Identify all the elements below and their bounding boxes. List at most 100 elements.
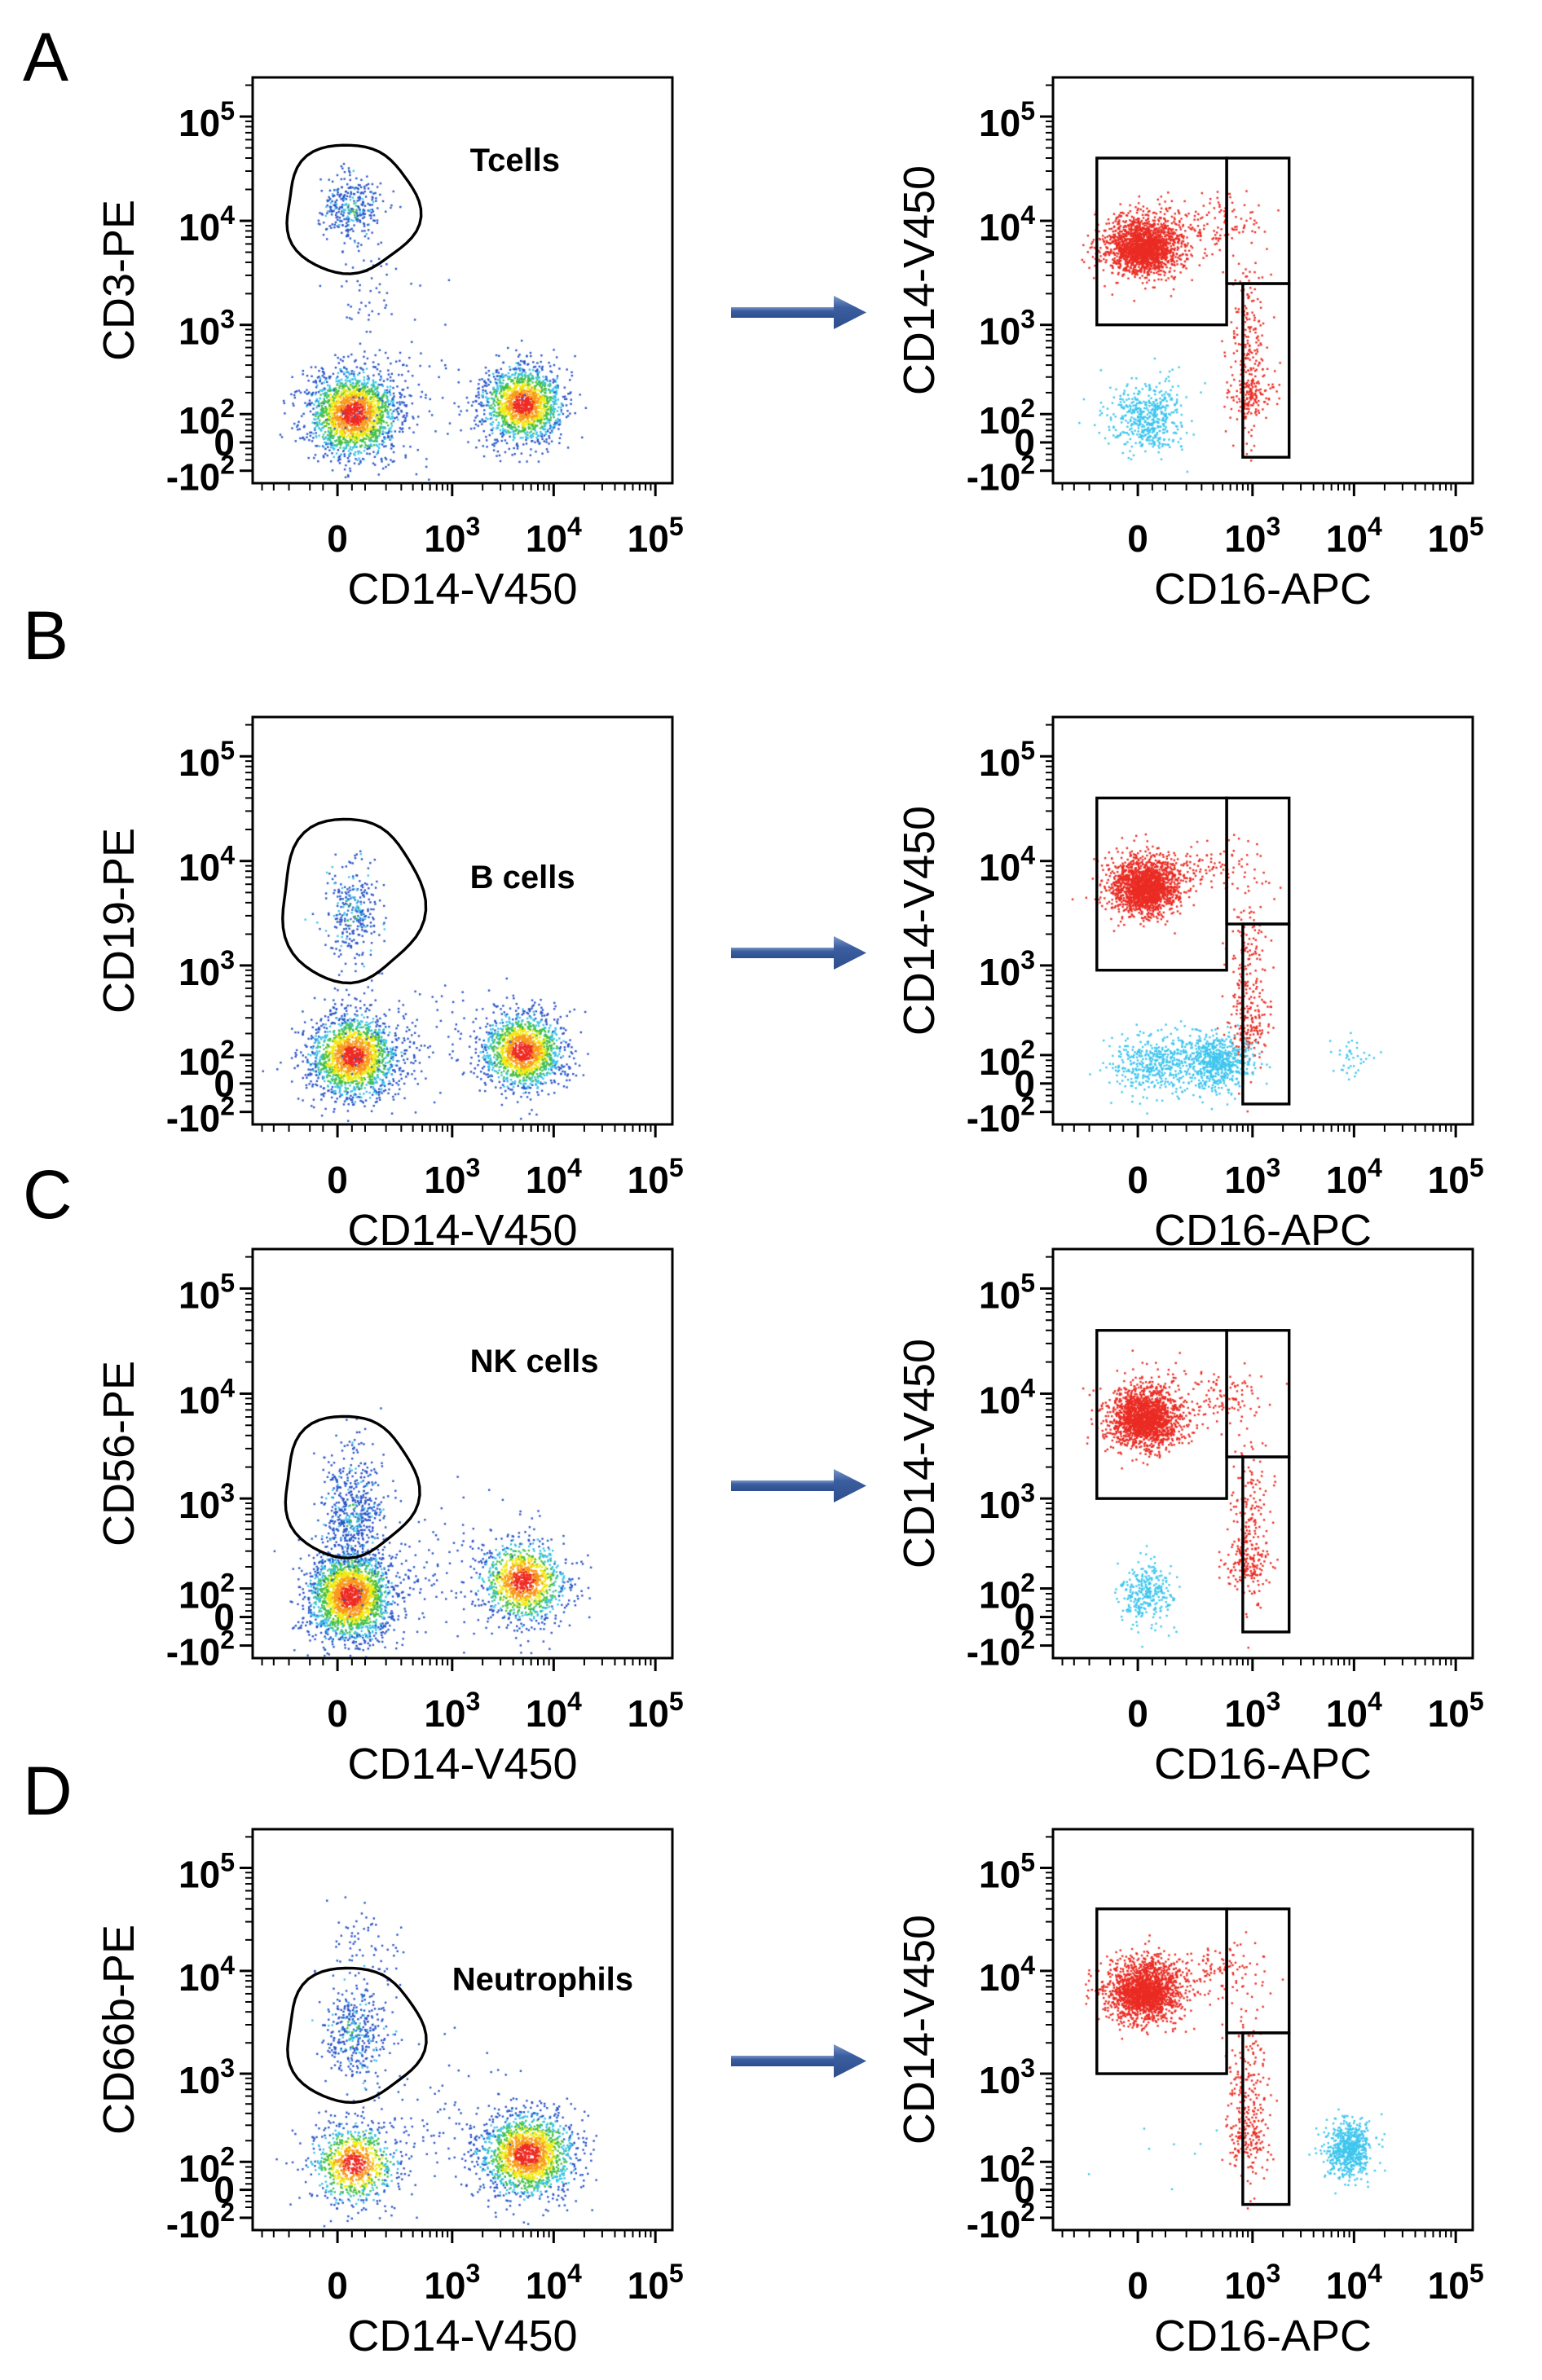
svg-text:104: 104 [178, 1373, 235, 1421]
svg-text:105: 105 [979, 736, 1035, 784]
svg-text:-102: -102 [166, 1626, 235, 1674]
svg-text:-102: -102 [967, 451, 1035, 499]
panel-letter-A: A [23, 19, 69, 95]
plot-points-B-left [253, 717, 672, 1124]
svg-text:CD14-V450: CD14-V450 [347, 2312, 577, 2360]
svg-text:CD66b-PE: CD66b-PE [98, 1925, 143, 2135]
svg-text:0: 0 [1127, 517, 1148, 560]
plot-axes-B-right: 0 103 104 1051051041031020-102CD16-APCCD14-… [898, 715, 1484, 1255]
panel-letter-B: B [23, 597, 69, 674]
svg-text:103: 103 [979, 305, 1035, 353]
svg-text:105: 105 [979, 1847, 1035, 1895]
svg-text:105: 105 [178, 736, 235, 784]
panel-letter-D: D [23, 1753, 73, 1829]
svg-text:104: 104 [1326, 2259, 1382, 2307]
arrow-icon [731, 296, 866, 329]
svg-text:104: 104 [178, 841, 235, 889]
svg-text:CD16-APC: CD16-APC [1154, 1206, 1372, 1255]
svg-text:105: 105 [979, 1268, 1035, 1316]
svg-text:0: 0 [327, 1692, 348, 1735]
gating-arrow-C [729, 1467, 868, 1505]
svg-text:105: 105 [979, 96, 1035, 144]
plot-axes-A-left: 0 103 104 1051051041031020-102CD14-V450CD3-… [98, 76, 684, 614]
svg-text:104: 104 [526, 2259, 582, 2307]
plot-axes-D-right: 0 103 104 1051051041031020-102CD16-APCCD14-… [898, 1828, 1484, 2360]
svg-text:104: 104 [1326, 1687, 1382, 1735]
svg-text:CD3-PE: CD3-PE [98, 200, 143, 361]
svg-text:CD14-V450: CD14-V450 [898, 806, 944, 1036]
svg-text:103: 103 [178, 1478, 235, 1526]
svg-text:105: 105 [1428, 512, 1484, 560]
plot-points-C-right [1053, 1249, 1473, 1658]
svg-text:0: 0 [1014, 1596, 1035, 1639]
gating-arrow-B [729, 935, 868, 972]
svg-text:0: 0 [214, 421, 235, 464]
svg-text:CD14-V450: CD14-V450 [347, 1740, 577, 1788]
panel-letter-C: C [23, 1156, 73, 1233]
svg-text:CD16-APC: CD16-APC [1154, 1740, 1372, 1788]
svg-text:105: 105 [178, 96, 235, 144]
svg-text:103: 103 [424, 1687, 480, 1735]
plot-axes-C-right: 0 103 104 1051051041031020-102CD16-APCCD14-… [898, 1247, 1484, 1788]
svg-text:-102: -102 [166, 2197, 235, 2246]
svg-text:0: 0 [1014, 1062, 1035, 1105]
svg-text:104: 104 [178, 200, 235, 249]
svg-text:103: 103 [424, 512, 480, 560]
svg-text:103: 103 [1224, 512, 1280, 560]
svg-text:0: 0 [214, 2169, 235, 2211]
svg-text:104: 104 [979, 841, 1035, 889]
svg-text:105: 105 [628, 2259, 684, 2307]
svg-text:105: 105 [628, 1687, 684, 1735]
plot-axes-B-left: 0 103 104 1051051041031020-102CD14-V450CD19… [98, 715, 684, 1255]
svg-text:103: 103 [979, 2053, 1035, 2101]
svg-text:104: 104 [178, 1951, 235, 1999]
svg-text:0: 0 [1127, 1159, 1148, 1201]
svg-text:Tcells: Tcells [470, 143, 560, 178]
gating-arrow-A [729, 294, 868, 332]
svg-text:103: 103 [979, 1478, 1035, 1526]
svg-text:0: 0 [1014, 421, 1035, 464]
svg-text:B cells: B cells [470, 860, 575, 895]
svg-text:-102: -102 [967, 1092, 1035, 1140]
svg-text:CD16-APC: CD16-APC [1154, 2312, 1372, 2360]
flow-plot-C-left: 0 103 104 105 105 104 103 102 0 -102 CD14-V450 CD56… [98, 1237, 729, 1788]
svg-text:105: 105 [628, 512, 684, 560]
svg-text:CD16-APC: CD16-APC [1154, 565, 1372, 614]
svg-text:103: 103 [424, 1153, 480, 1201]
svg-text:CD19-PE: CD19-PE [98, 828, 143, 1014]
svg-text:103: 103 [1224, 1153, 1280, 1201]
svg-text:104: 104 [1326, 1153, 1382, 1201]
svg-text:105: 105 [178, 1268, 235, 1316]
arrow-icon [731, 936, 866, 970]
svg-text:0: 0 [327, 1159, 348, 1201]
plot-points-A-left [253, 77, 672, 483]
svg-text:0: 0 [327, 517, 348, 560]
arrow-icon [731, 1469, 866, 1502]
svg-text:NK cells: NK cells [470, 1344, 599, 1379]
svg-text:105: 105 [628, 1153, 684, 1201]
svg-text:103: 103 [979, 945, 1035, 993]
plot-points-D-left [253, 1829, 672, 2230]
svg-text:104: 104 [979, 1373, 1035, 1421]
plot-points-C-left [253, 1249, 672, 1658]
svg-text:0: 0 [1014, 2169, 1035, 2211]
plot-points-B-right [1053, 717, 1473, 1124]
plot-points-D-right [1053, 1829, 1473, 2230]
svg-text:0: 0 [1127, 2264, 1148, 2307]
svg-text:-102: -102 [166, 451, 235, 499]
svg-text:CD14-V450: CD14-V450 [898, 165, 944, 395]
plot-points-A-right [1053, 77, 1473, 483]
svg-text:104: 104 [1326, 512, 1382, 560]
svg-text:105: 105 [1428, 1687, 1484, 1735]
svg-text:-102: -102 [967, 1626, 1035, 1674]
svg-text:103: 103 [178, 945, 235, 993]
svg-text:CD14-V450: CD14-V450 [347, 1206, 577, 1255]
flow-plot-A-left: 0 103 104 105 105 104 103 102 0 -102 CD14-V450 CD3-… [98, 65, 729, 614]
svg-text:-102: -102 [967, 2197, 1035, 2246]
svg-text:103: 103 [1224, 2259, 1280, 2307]
svg-text:0: 0 [214, 1062, 235, 1105]
svg-text:0: 0 [214, 1596, 235, 1639]
plot-axes-A-right: 0 103 104 1051051041031020-102CD16-APCCD14-… [898, 76, 1484, 614]
arrow-icon [731, 2044, 866, 2078]
